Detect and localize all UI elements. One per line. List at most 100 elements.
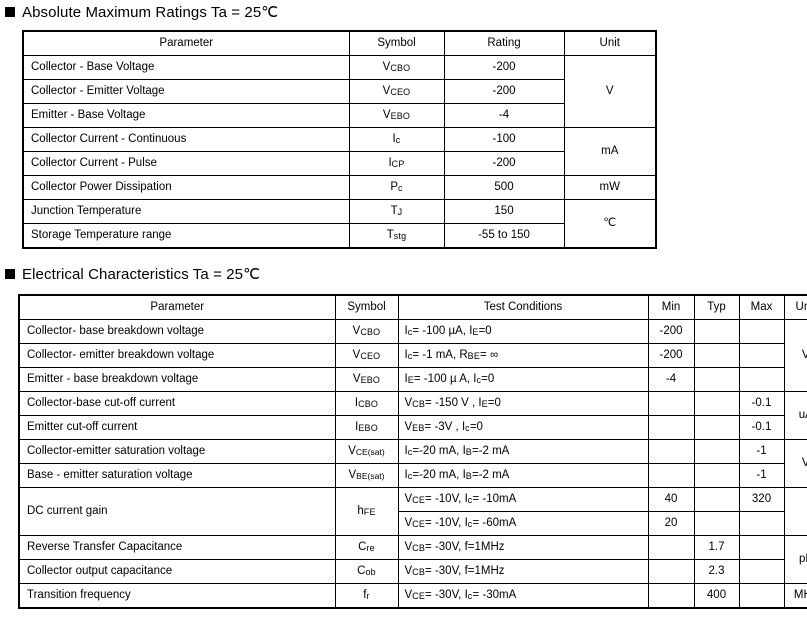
cell-parameter: Storage Temperature range — [22, 223, 350, 249]
table-row: Reverse Transfer Capacitance Cre VCB= -30V… — [18, 535, 807, 584]
cell-min — [647, 535, 695, 560]
table-row: DC current gain hFE VCE= -10V, Ic= -10mA 40… — [18, 487, 807, 536]
cell-min: -200 — [647, 343, 695, 368]
cell-parameter: Collector-emitter saturation voltage — [18, 439, 336, 464]
cell-test-condition: VEB= -3V , Ic=0 — [397, 415, 649, 440]
cell-test-condition: IE= -100 µ A, Ic=0 — [397, 367, 649, 392]
cell-parameter: Reverse Transfer Capacitance — [18, 535, 336, 560]
cell-test-condition: VCE= -10V, Ic= -60mA — [397, 511, 649, 536]
table-row: Collector- emitter breakdown voltage VCEO… — [18, 343, 807, 368]
table-row: Emitter cut-off current IEBO VEB= -3V , Ic… — [18, 415, 807, 440]
cell-symbol: VCBO — [348, 55, 445, 80]
cell-max: 320 — [738, 487, 785, 512]
cell-test-condition: VCB= -30V, f=1MHz — [397, 535, 649, 560]
cell-symbol: fr — [334, 583, 399, 609]
cell-rating: -200 — [443, 79, 565, 104]
column-header-rating: Rating — [443, 30, 565, 56]
cell-parameter: Emitter - base breakdown voltage — [18, 367, 336, 392]
cell-unit: mA — [563, 127, 657, 176]
bullet-square-icon — [5, 269, 15, 279]
cell-typ — [693, 439, 740, 464]
cell-symbol: VEBO — [334, 367, 399, 392]
cell-unit: V — [563, 55, 657, 128]
cell-symbol: VCE(sat) — [334, 439, 399, 464]
column-header-test-conditions: Test Conditions — [397, 294, 649, 320]
cell-parameter: Collector output capacitance — [18, 559, 336, 584]
cell-typ — [693, 391, 740, 416]
cell-parameter: Collector- base breakdown voltage — [18, 319, 336, 344]
bullet-square-icon — [5, 7, 15, 17]
cell-typ: 1.7 — [693, 535, 740, 560]
cell-symbol: ICP — [348, 151, 445, 176]
cell-unit: uA — [783, 391, 807, 440]
cell-symbol: VCEO — [334, 343, 399, 368]
table-row: Base - emitter saturation voltage VBE(sat… — [18, 463, 807, 488]
cell-max — [738, 559, 785, 584]
cell-min — [647, 415, 695, 440]
table-row: Collector Current - Pulse ICP -200 — [22, 151, 656, 176]
abs-max-section-heading: Absolute Maximum Ratings Ta = 25℃ — [5, 3, 278, 21]
cell-min: 20 — [647, 511, 695, 536]
cell-parameter: Transition frequency — [18, 583, 336, 609]
column-header-symbol: Symbol — [348, 30, 445, 56]
table-row: Collector-base cut-off current ICBO VCB= -… — [18, 391, 807, 440]
cell-max — [738, 367, 785, 392]
table-header-row: Parameter Symbol Rating Unit — [22, 30, 657, 56]
cell-min: -4 — [647, 367, 695, 392]
cell-min — [647, 559, 695, 584]
cell-rating: -4 — [443, 103, 565, 128]
cell-parameter: Collector Current - Continuous — [22, 127, 350, 152]
cell-parameter: Collector- emitter breakdown voltage — [18, 343, 336, 368]
cell-max: -0.1 — [738, 391, 785, 416]
column-header-max: Max — [738, 294, 785, 320]
cell-symbol: Cob — [334, 559, 399, 584]
table-row: Collector - Emitter Voltage VCEO -200 — [22, 79, 656, 104]
table-row: Collector-emitter saturation voltage VCE(… — [18, 439, 807, 488]
cell-rating: -200 — [443, 55, 565, 80]
table-row: Junction Temperature TJ 150 ℃ — [22, 199, 657, 249]
cell-min — [647, 391, 695, 416]
column-header-parameter: Parameter — [18, 294, 336, 320]
column-header-symbol: Symbol — [334, 294, 399, 320]
cell-max: -1 — [738, 439, 785, 464]
cell-unit: ℃ — [563, 199, 657, 249]
table-row: Emitter - base breakdown voltage VEBO IE= … — [18, 367, 807, 392]
column-header-min: Min — [647, 294, 695, 320]
electrical-heading-text: Electrical Characteristics Ta = 25℃ — [22, 266, 261, 283]
cell-rating: 150 — [443, 199, 565, 224]
cell-symbol: VBE(sat) — [334, 463, 399, 488]
cell-max — [738, 511, 785, 536]
cell-min — [647, 583, 695, 609]
table-row: Emitter - Base Voltage VEBO -4 — [22, 103, 656, 128]
cell-symbol: IEBO — [334, 415, 399, 440]
cell-parameter: Emitter - Base Voltage — [22, 103, 350, 128]
electrical-section-heading: Electrical Characteristics Ta = 25℃ — [5, 265, 260, 283]
cell-typ — [693, 463, 740, 488]
column-header-parameter: Parameter — [22, 30, 350, 56]
cell-parameter: Collector - Base Voltage — [22, 55, 350, 80]
cell-symbol: VCEO — [348, 79, 445, 104]
cell-rating: 500 — [443, 175, 565, 200]
cell-typ — [693, 367, 740, 392]
table-row: Collector - Base Voltage VCBO -200 V — [22, 55, 657, 128]
cell-symbol: VEBO — [348, 103, 445, 128]
electrical-characteristics-table: Parameter Symbol Test Conditions Min Typ… — [18, 294, 807, 609]
cell-typ: 400 — [693, 583, 740, 609]
cell-max — [738, 535, 785, 560]
cell-unit: pF — [783, 535, 807, 584]
cell-test-condition: Ic= -100 µA, IE=0 — [397, 319, 649, 344]
cell-parameter: Collector Current - Pulse — [22, 151, 350, 176]
cell-symbol: ICBO — [334, 391, 399, 416]
cell-test-condition: VCE= -10V, Ic= -10mA — [397, 487, 649, 512]
cell-min — [647, 439, 695, 464]
cell-parameter: Collector Power Dissipation — [22, 175, 350, 200]
cell-test-condition: Ic= -1 mA, RBE= ∞ — [397, 343, 649, 368]
abs-max-heading-text: Absolute Maximum Ratings Ta = 25℃ — [22, 4, 279, 21]
cell-max — [738, 319, 785, 344]
column-header-unit: Unit — [563, 30, 657, 56]
table-row: Transition frequency fr VCE= -30V, Ic= -30… — [18, 583, 807, 609]
cell-symbol: VCBO — [334, 319, 399, 344]
cell-rating: -200 — [443, 151, 565, 176]
cell-test-condition: Ic=-20 mA, IB=-2 mA — [397, 463, 649, 488]
cell-parameter: DC current gain — [18, 487, 336, 536]
